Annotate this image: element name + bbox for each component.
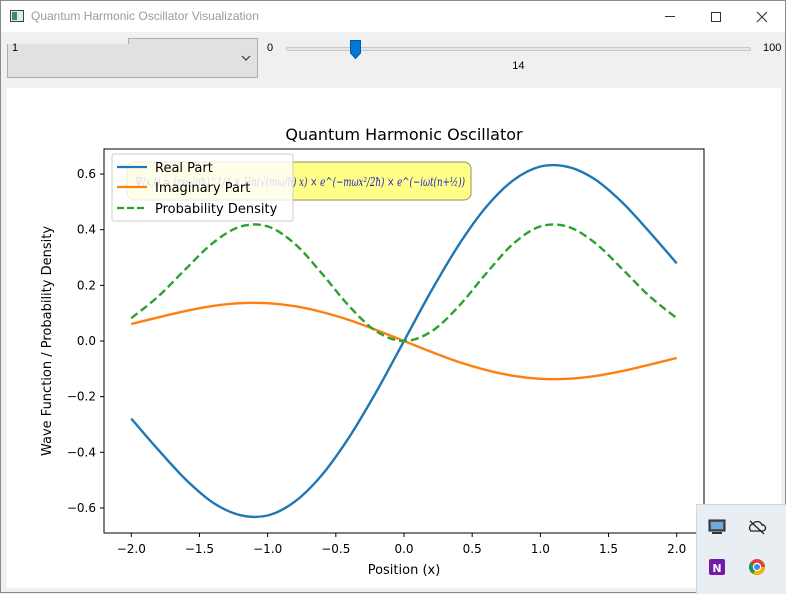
onedrive-offline-icon[interactable] (747, 517, 767, 537)
close-icon (756, 11, 768, 22)
system-tray-popup: N (696, 504, 786, 594)
maximize-icon (711, 11, 721, 22)
y-tick-label: 0.6 (77, 167, 96, 181)
x-tick-label: 0.5 (463, 542, 482, 556)
combobox-value: 1 (12, 42, 19, 54)
legend-label-imaginary: Imaginary Part (155, 181, 250, 196)
x-tick-label: 2.0 (667, 542, 686, 556)
x-tick-label: −1.0 (253, 542, 282, 556)
time-slider-track[interactable] (286, 47, 751, 51)
legend-label-real: Real Part (155, 161, 213, 176)
y-tick-label: −0.2 (67, 390, 96, 404)
y-tick-label: 0.0 (77, 334, 96, 348)
close-button[interactable] (739, 1, 785, 32)
chrome-icon[interactable] (747, 557, 767, 577)
state-combobox[interactable]: 1 (7, 38, 258, 78)
maximize-button[interactable] (693, 1, 739, 32)
x-axis-label: Position (x) (368, 563, 441, 578)
slider-value-label: 14 (512, 60, 525, 72)
minimize-button[interactable] (647, 1, 693, 32)
title-bar[interactable]: Quantum Harmonic Oscillator Visualizatio… (1, 1, 785, 32)
plot-figure: Quantum Harmonic Oscillator −2.0 −1.5 −1.0… (40, 125, 705, 578)
display-settings-icon[interactable] (707, 517, 727, 537)
x-tick-label: −2.0 (117, 542, 146, 556)
chevron-down-icon (241, 55, 251, 61)
plot-canvas: Quantum Harmonic Oscillator −2.0 −1.5 −1.0… (7, 88, 781, 588)
svg-text:N: N (712, 562, 721, 575)
y-tick-label: 0.4 (77, 223, 96, 237)
legend: Real Part Imaginary Part Probability Den… (111, 153, 294, 222)
series-layer (130, 163, 678, 519)
y-axis-label: Wave Function / Probability Density (40, 226, 55, 456)
app-window-icon (10, 10, 24, 22)
y-tick-label: −0.6 (67, 501, 96, 515)
series-line-probability (130, 223, 678, 343)
x-axis-ticks: −2.0 −1.5 −1.0 −0.5 0.0 0.5 1.0 1.5 2.0 (117, 533, 686, 556)
slider-max-label: 100 (763, 42, 782, 54)
combobox-top-strip (7, 38, 129, 44)
control-toolbar: 1 0 14 100 (1, 32, 785, 88)
legend-box (111, 153, 294, 222)
x-tick-label: 1.0 (531, 542, 550, 556)
y-axis-ticks: −0.6 −0.4 −0.2 0.0 0.2 0.4 0.6 (67, 167, 104, 515)
onenote-icon[interactable]: N (707, 557, 727, 577)
minimize-icon (665, 16, 675, 17)
x-tick-label: −1.5 (185, 542, 214, 556)
y-tick-label: −0.4 (67, 445, 96, 459)
x-tick-label: 0.0 (394, 542, 413, 556)
x-tick-label: −0.5 (321, 542, 350, 556)
y-tick-label: 0.2 (77, 278, 96, 292)
plot-title: Quantum Harmonic Oscillator (285, 125, 523, 144)
legend-label-probability: Probability Density (155, 202, 278, 217)
x-tick-label: 1.5 (599, 542, 618, 556)
time-slider-thumb[interactable] (349, 40, 361, 59)
window-title: Quantum Harmonic Oscillator Visualizatio… (31, 9, 259, 23)
slider-min-label: 0 (267, 42, 274, 54)
